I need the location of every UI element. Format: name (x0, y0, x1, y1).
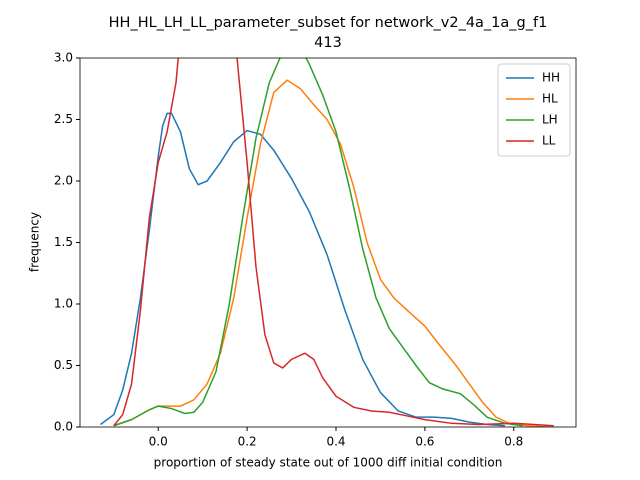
chart-title: HH_HL_LH_LL_parameter_subset for network… (109, 15, 548, 31)
y-tick-label: 3.0 (54, 51, 73, 65)
y-tick-label: 0.0 (54, 420, 73, 434)
y-axis-label: frequency (28, 212, 42, 272)
chart-title: 413 (314, 35, 342, 51)
y-tick-label: 1.5 (54, 235, 73, 249)
legend-label: LL (542, 134, 556, 148)
line (113, 58, 554, 427)
legend-label: HL (542, 92, 558, 106)
line (99, 112, 505, 427)
y-tick-label: 0.5 (54, 358, 73, 372)
y-tick-label: 2.0 (54, 174, 73, 188)
x-tick-label: 0.8 (504, 435, 523, 449)
legend-label: LH (542, 113, 558, 127)
legend-label: HH (542, 71, 560, 85)
x-tick-label: 0.4 (326, 435, 345, 449)
plot-area (99, 58, 554, 427)
x-tick-label: 0.6 (415, 435, 434, 449)
y-tick-label: 2.5 (54, 112, 73, 126)
axes-frame (79, 57, 577, 428)
line (113, 79, 550, 427)
line (113, 58, 523, 427)
x-axis-label: proportion of steady state out of 1000 d… (154, 456, 503, 470)
legend-box (497, 63, 571, 157)
x-tick-label: 0.0 (149, 435, 168, 449)
y-tick-label: 1.0 (54, 297, 73, 311)
x-tick-label: 0.2 (238, 435, 257, 449)
